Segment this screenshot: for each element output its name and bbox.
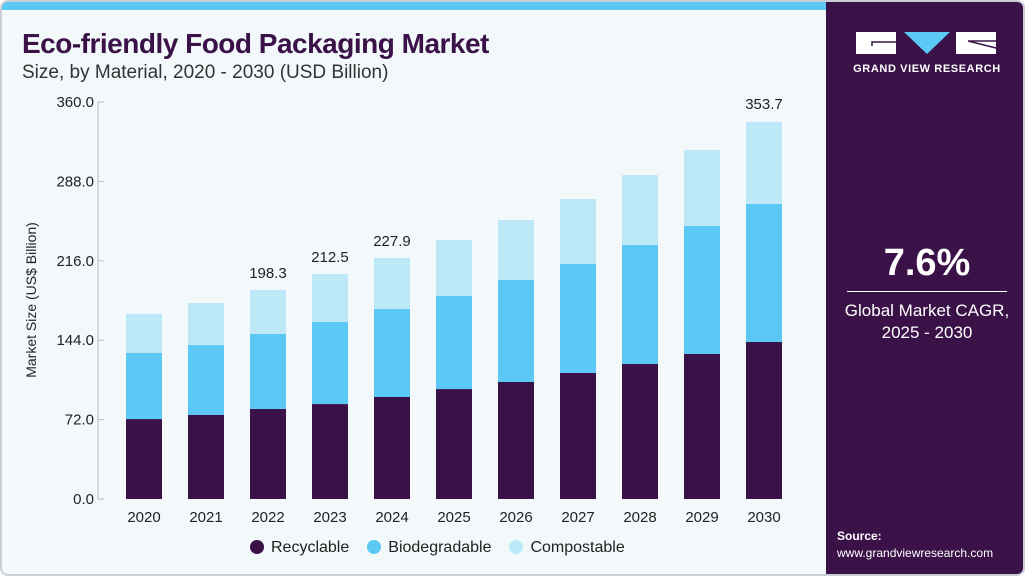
divider <box>847 291 1007 292</box>
legend-item-compostable: Compostable <box>509 539 625 557</box>
annotations: 198.3 212.5 227.9 353.7 <box>249 96 783 282</box>
bars <box>126 121 782 499</box>
logo-icon <box>856 32 997 54</box>
bar-compostable-2030 <box>746 121 782 205</box>
data-label: 227.9 <box>373 233 411 250</box>
x-tick-label: 2024 <box>375 509 408 526</box>
bar-compostable-2023 <box>312 274 348 323</box>
y-tick-label: 216.0 <box>56 253 94 270</box>
legend-item-biodegradable: Biodegradable <box>367 539 491 557</box>
bar-compostable-2024 <box>374 258 410 309</box>
bar-recyclable-2028 <box>622 364 658 499</box>
source: Source: www.grandviewresearch.com <box>837 528 993 562</box>
bar-biodegradable-2022 <box>250 334 286 410</box>
bar-recyclable-2025 <box>436 389 472 499</box>
bar-biodegradable-2028 <box>622 245 658 365</box>
cagr-label: Global Market CAGR, 2025 - 2030 <box>844 301 1010 342</box>
bar-compostable-2025 <box>436 239 472 296</box>
y-axis-label: Market Size (US$ Billion) <box>23 222 39 378</box>
accent-bar <box>2 2 826 10</box>
bar-compostable-2026 <box>498 219 534 280</box>
bar-recyclable-2029 <box>684 353 720 499</box>
bar-biodegradable-2029 <box>684 225 720 354</box>
x-tick-label: 2026 <box>499 509 532 526</box>
source-label: Source: <box>837 529 882 543</box>
bar-biodegradable-2023 <box>312 322 348 405</box>
data-label: 198.3 <box>249 265 287 282</box>
bar-compostable-2028 <box>622 175 658 246</box>
bar-recyclable-2022 <box>250 409 286 499</box>
y-tick-label: 0.0 <box>73 491 94 508</box>
bar-recyclable-2027 <box>560 372 596 499</box>
x-tick-label: 2022 <box>251 509 284 526</box>
x-tick-label: 2020 <box>127 509 160 526</box>
bar-recyclable-2023 <box>312 404 348 499</box>
cagr-value: 7.6% <box>883 242 971 284</box>
x-tick-label: 2023 <box>313 509 346 526</box>
bar-biodegradable-2030 <box>746 204 782 342</box>
cagr-block: 7.6% Global Market CAGR, 2025 - 2030 <box>837 242 1017 344</box>
x-tick-label: 2025 <box>437 509 470 526</box>
side-panel <box>826 2 1023 574</box>
bar-chart: 0.0 72.0 144.0 216.0 288.0 360.0 2020 2021 2022… <box>23 94 783 526</box>
bar-recyclable-2020 <box>126 419 162 499</box>
y-tick-label: 288.0 <box>56 173 94 190</box>
legend: Recyclable Biodegradable Compostable <box>250 539 625 557</box>
source-url[interactable]: www.grandviewresearch.com <box>837 546 994 560</box>
bar-compostable-2027 <box>560 199 596 264</box>
data-label: 353.7 <box>745 96 783 113</box>
y-tick-label: 360.0 <box>56 94 94 111</box>
chart-subtitle: Size, by Material, 2020 - 2030 (USD Bill… <box>22 62 389 83</box>
x-axis: 2020 2021 2022 2023 2024 2025 2026 2027 2028 2029… <box>127 509 780 526</box>
bar-recyclable-2030 <box>746 341 782 499</box>
x-tick-label: 2027 <box>561 509 594 526</box>
bar-compostable-2021 <box>188 303 224 346</box>
data-label: 212.5 <box>311 249 349 266</box>
bar-recyclable-2024 <box>374 396 410 499</box>
chart-title: Eco-friendly Food Packaging Market <box>22 28 489 59</box>
bar-biodegradable-2027 <box>560 263 596 373</box>
bar-biodegradable-2020 <box>126 352 162 420</box>
bar-biodegradable-2025 <box>436 295 472 390</box>
x-tick-label: 2028 <box>623 509 656 526</box>
bar-biodegradable-2021 <box>188 345 224 415</box>
bar-compostable-2020 <box>126 313 162 353</box>
bar-recyclable-2021 <box>188 414 224 499</box>
legend-item-recyclable: Recyclable <box>250 539 349 557</box>
bar-biodegradable-2026 <box>498 279 534 382</box>
y-axis: 0.0 72.0 144.0 216.0 288.0 360.0 <box>56 94 104 508</box>
bar-compostable-2022 <box>250 290 286 335</box>
x-tick-label: 2030 <box>747 509 780 526</box>
bar-biodegradable-2024 <box>374 308 410 397</box>
x-tick-label: 2029 <box>685 509 718 526</box>
x-tick-label: 2021 <box>189 509 222 526</box>
bar-compostable-2029 <box>684 149 720 226</box>
bar-recyclable-2026 <box>498 381 534 499</box>
y-tick-label: 144.0 <box>56 332 94 349</box>
brand-name: GRAND VIEW RESEARCH <box>853 63 1001 75</box>
y-tick-label: 72.0 <box>65 412 94 429</box>
